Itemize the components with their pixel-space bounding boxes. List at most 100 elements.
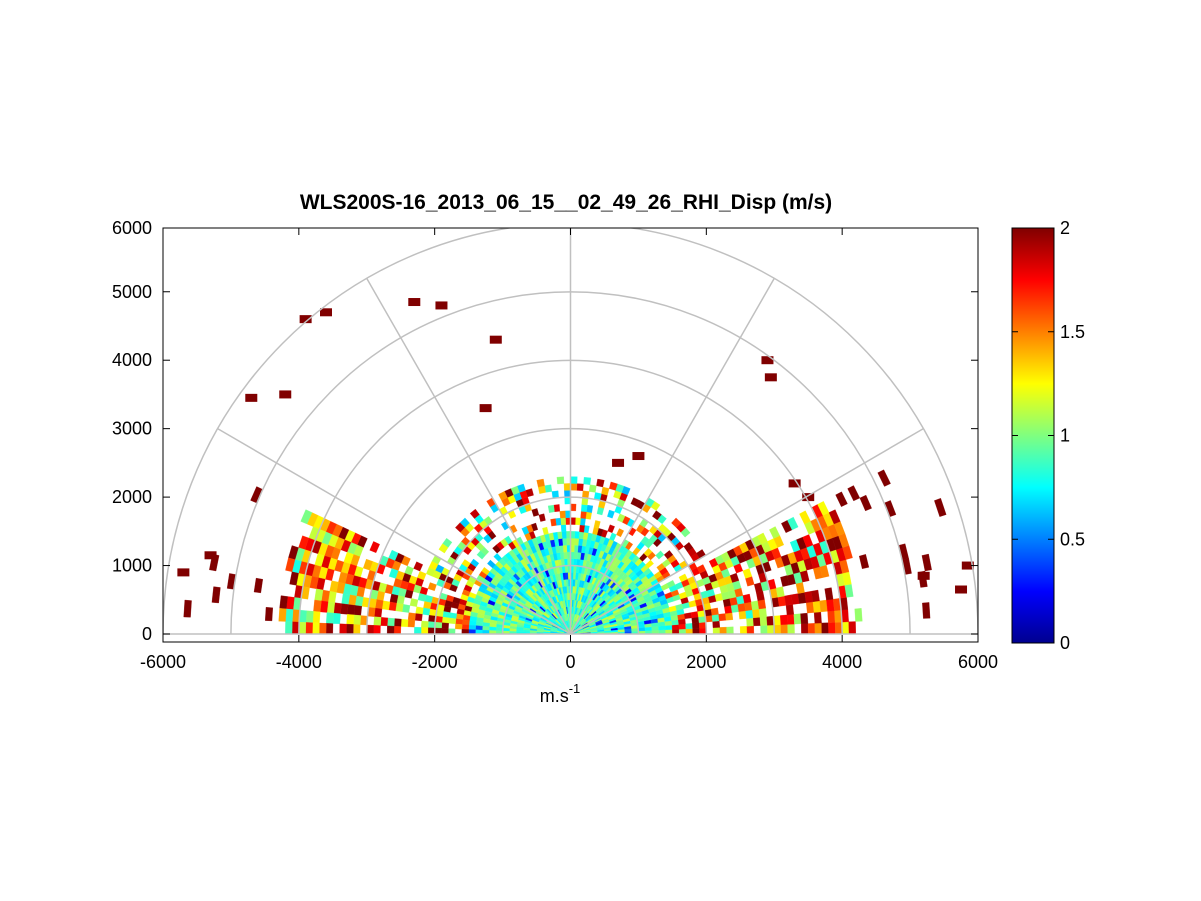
data-cell xyxy=(593,520,601,529)
y-axis: 0 1000 2000 3000 4000 5000 6000 xyxy=(112,218,978,644)
data-field xyxy=(177,298,974,635)
data-cell xyxy=(561,531,567,539)
data-cell xyxy=(692,628,700,635)
data-cell xyxy=(380,617,388,627)
data-cell xyxy=(581,504,588,512)
data-cell xyxy=(744,601,753,611)
data-cell xyxy=(801,623,809,635)
data-cell xyxy=(828,509,841,525)
data-cell xyxy=(400,618,409,627)
data-cell xyxy=(813,611,822,624)
data-cell xyxy=(821,622,829,635)
data-cell xyxy=(305,622,313,635)
outlier-point xyxy=(955,585,968,594)
data-cell xyxy=(575,517,581,526)
data-cell xyxy=(665,624,673,630)
data-cell xyxy=(427,627,435,635)
data-cell xyxy=(407,612,416,621)
data-cell xyxy=(724,605,733,614)
data-cell xyxy=(877,469,891,487)
data-cell xyxy=(536,478,545,488)
data-cell xyxy=(570,476,578,484)
y-tick-label: 3000 xyxy=(112,419,152,439)
data-cell xyxy=(285,557,296,572)
data-cell xyxy=(738,610,747,620)
data-cell xyxy=(859,494,872,512)
outlier-point xyxy=(612,458,625,467)
data-cell xyxy=(696,564,707,574)
data-cell xyxy=(572,572,576,580)
colorbar-ticks: 0 0.5 1 1.5 2 xyxy=(1012,218,1085,653)
data-cell xyxy=(455,618,463,625)
data-cell xyxy=(607,509,615,519)
data-cell xyxy=(553,504,560,512)
data-cell xyxy=(814,622,822,635)
data-cell xyxy=(312,622,320,635)
data-cell xyxy=(573,565,577,573)
data-cell xyxy=(718,613,727,622)
data-cell xyxy=(573,544,579,553)
data-cell xyxy=(319,622,327,635)
data-cell xyxy=(691,616,700,624)
x-axis-label-base: m.s xyxy=(540,686,569,706)
data-cell xyxy=(556,476,565,485)
data-cell xyxy=(564,490,571,498)
data-cell xyxy=(475,625,483,631)
data-cell xyxy=(388,568,399,579)
data-cell xyxy=(573,551,578,560)
data-cell xyxy=(786,614,795,625)
outlier-point xyxy=(320,308,332,317)
data-cell xyxy=(785,604,794,616)
data-cell xyxy=(468,624,476,630)
data-cell xyxy=(488,626,497,631)
data-cell xyxy=(415,606,424,615)
data-cell xyxy=(807,623,816,635)
data-cell xyxy=(285,621,293,635)
data-cell xyxy=(671,517,682,528)
data-cell xyxy=(678,573,688,583)
data-cell xyxy=(341,593,350,605)
data-cell xyxy=(760,625,768,635)
data-cell xyxy=(550,518,557,527)
data-cell xyxy=(265,607,273,622)
data-cell xyxy=(819,599,828,613)
data-cell xyxy=(492,544,501,554)
outlier-point xyxy=(961,561,974,570)
data-cell xyxy=(498,491,508,501)
data-cell xyxy=(438,543,449,554)
data-cell xyxy=(800,612,809,624)
data-cell xyxy=(521,526,530,535)
data-cell xyxy=(475,621,484,627)
x-tick-label: 4000 xyxy=(822,652,862,672)
x-tick-label: -4000 xyxy=(276,652,322,672)
data-cell xyxy=(742,593,752,604)
data-cell xyxy=(817,501,830,516)
data-cell xyxy=(313,599,322,613)
data-cell xyxy=(482,622,490,627)
data-cell xyxy=(750,600,760,611)
data-cell xyxy=(570,503,577,512)
data-cell xyxy=(780,624,788,635)
data-cell xyxy=(441,622,449,629)
data-cell xyxy=(758,607,767,618)
x-tick-label: 6000 xyxy=(958,652,998,672)
data-cell xyxy=(326,612,334,624)
y-tick-label: 4000 xyxy=(112,350,152,370)
data-cell xyxy=(420,627,429,635)
colorbar-tick-label: 2 xyxy=(1060,218,1070,238)
data-cell xyxy=(921,553,932,572)
data-cell xyxy=(757,599,766,610)
range-ring xyxy=(163,228,978,635)
x-axis-label: m.s-1 xyxy=(540,681,581,706)
data-cell xyxy=(847,485,861,502)
data-cell xyxy=(409,598,419,607)
data-cell xyxy=(253,577,263,594)
data-cell xyxy=(339,623,347,635)
data-cell xyxy=(326,601,335,614)
data-cell xyxy=(607,524,615,533)
data-cell xyxy=(739,626,748,635)
data-cell xyxy=(684,612,692,619)
data-cell xyxy=(414,613,423,622)
data-cell xyxy=(711,614,720,622)
data-cell xyxy=(421,620,429,628)
